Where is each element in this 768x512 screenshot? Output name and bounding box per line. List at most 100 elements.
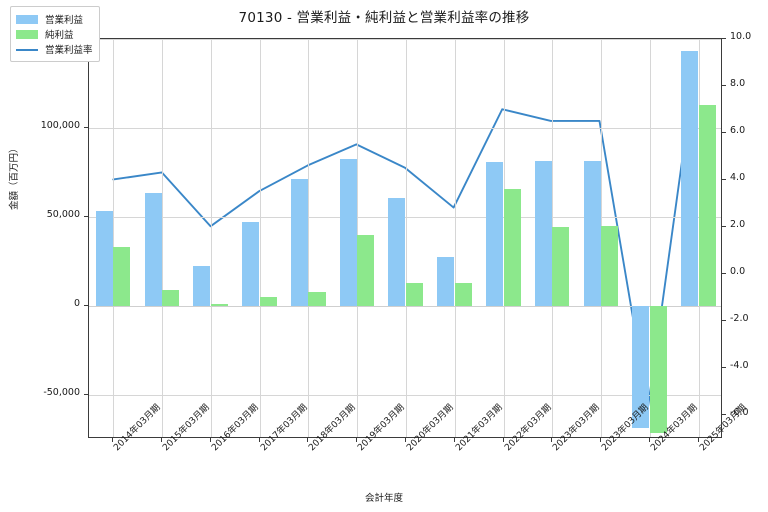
bar-net-income (552, 226, 570, 306)
y-axis-right-tick-label: -6.0 (730, 407, 749, 419)
bar-operating-income (583, 160, 601, 306)
y-axis-left-tick-label: 100,000 (40, 119, 80, 131)
x-axis-tickmark (405, 438, 406, 442)
bar-net-income (698, 104, 716, 306)
bar-net-income (259, 296, 277, 306)
x-axis-tickmark (503, 438, 504, 442)
legend-item-label: 営業利益 (45, 15, 84, 26)
bar-operating-income (242, 222, 260, 306)
bar-net-income (308, 292, 326, 306)
chart-title: 70130 - 営業利益・純利益と営業利益率の推移 (238, 10, 530, 26)
legend-item-label: 営業利益率 (45, 45, 93, 56)
y-axis-right-tickmark (722, 179, 726, 180)
bar-net-income (454, 282, 472, 306)
bar-operating-income (339, 159, 357, 306)
x-axis-tick-label: 2019年03月期 (354, 403, 406, 453)
x-axis-tickmark (210, 438, 211, 442)
legend-color-swatch (16, 29, 38, 39)
bar-operating-income (388, 198, 406, 306)
bar-net-income (162, 289, 180, 306)
y-axis-right-tick-label: 6.0 (730, 125, 746, 137)
bar-net-income (503, 189, 521, 306)
legend-item[interactable]: 営業利益率 (16, 42, 93, 56)
bar-operating-income (95, 210, 113, 306)
x-axis-tick-label: 2023年03月期 (598, 403, 650, 453)
y-axis-left-tick-label: -50,000 (43, 386, 80, 398)
x-axis-tickmark (551, 438, 552, 442)
zero-line (89, 306, 721, 307)
gridline-vertical (113, 39, 114, 437)
bar-operating-income (290, 178, 308, 306)
gridline-vertical (162, 39, 163, 437)
gridline-vertical (308, 39, 309, 437)
gridline-horizontal (89, 395, 721, 396)
y-axis-right-tick-label: 4.0 (730, 172, 746, 184)
legend-item-label: 純利益 (45, 30, 74, 41)
bar-operating-income (144, 193, 162, 306)
y-axis-right-tickmark (722, 414, 726, 415)
y-axis-left-tickmark (84, 394, 88, 395)
bar-operating-income (534, 160, 552, 306)
bar-net-income (601, 225, 619, 306)
legend-item[interactable]: 営業利益 (16, 12, 93, 26)
x-axis-tick-label: 2014年03月期 (110, 403, 162, 453)
x-axis-tickmark (649, 438, 650, 442)
x-axis-tickmark (112, 438, 113, 442)
y-axis-left-tickmark (84, 305, 88, 306)
x-axis-tick-label: 2023年03月期 (549, 403, 601, 453)
x-axis-tick-label: 2016年03月期 (208, 403, 260, 453)
bar-net-income (357, 235, 375, 306)
gridline-vertical (260, 39, 261, 437)
y-axis-right-tick-label: 0.0 (730, 266, 746, 278)
x-axis-tickmark (454, 438, 455, 442)
x-axis-tickmark (307, 438, 308, 442)
chart-legend[interactable]: 営業利益純利益営業利益率 (10, 6, 100, 62)
legend-item[interactable]: 純利益 (16, 27, 93, 41)
bar-net-income (113, 247, 131, 306)
y-axis-left-label: 金額（百万円） (9, 143, 20, 210)
gridline-vertical (455, 39, 456, 437)
y-axis-right-tick-label: -4.0 (730, 360, 749, 372)
y-axis-right-tickmark (722, 320, 726, 321)
x-axis-tick-label: 2021年03月期 (452, 403, 504, 453)
x-axis-tick-label: 2020年03月期 (403, 403, 455, 453)
y-axis-right-tickmark (722, 273, 726, 274)
x-axis-tickmark (600, 438, 601, 442)
legend-color-swatch (16, 14, 38, 24)
x-axis-tick-label: 2015年03月期 (159, 403, 211, 453)
y-axis-left-tick-label: 50,000 (46, 208, 80, 220)
bar-operating-income (485, 161, 504, 306)
bar-net-income (210, 303, 228, 306)
y-axis-right-tick-label: 10.0 (730, 31, 752, 42)
bar-operating-income (632, 305, 650, 429)
x-axis-tickmark (259, 438, 260, 442)
y-axis-right-tick-label: -2.0 (730, 313, 749, 325)
y-axis-left-tickmark (84, 216, 88, 217)
x-axis-tick-label: 2024年03月期 (647, 403, 699, 453)
y-axis-right-tickmark (722, 85, 726, 86)
x-axis-tickmark (161, 438, 162, 442)
x-axis-tickmark (356, 438, 357, 442)
gridline-vertical (211, 39, 212, 437)
gridline-horizontal (89, 128, 721, 129)
y-axis-right-tickmark (722, 226, 726, 227)
bar-operating-income (681, 51, 699, 306)
x-axis-tickmark (698, 438, 699, 442)
legend-line-swatch (16, 45, 38, 54)
y-axis-right-tick-label: 8.0 (730, 78, 746, 90)
x-axis-tick-label: 2025年03月期 (697, 402, 749, 454)
bar-net-income (649, 305, 667, 433)
y-axis-left-tick-label: 0 (73, 297, 80, 309)
y-axis-left-tickmark (84, 127, 88, 128)
gridline-horizontal (89, 39, 721, 40)
bar-operating-income (437, 256, 455, 306)
gridline-vertical (650, 39, 651, 437)
x-axis-tick-label: 2018年03月期 (305, 403, 358, 453)
bar-operating-income (193, 266, 211, 306)
bar-net-income (406, 283, 424, 306)
y-axis-right-tick-label: 2.0 (730, 219, 746, 231)
plot-area (88, 38, 722, 438)
gridline-vertical (406, 39, 407, 437)
x-axis-tick-label: 2022年03月期 (501, 403, 553, 453)
